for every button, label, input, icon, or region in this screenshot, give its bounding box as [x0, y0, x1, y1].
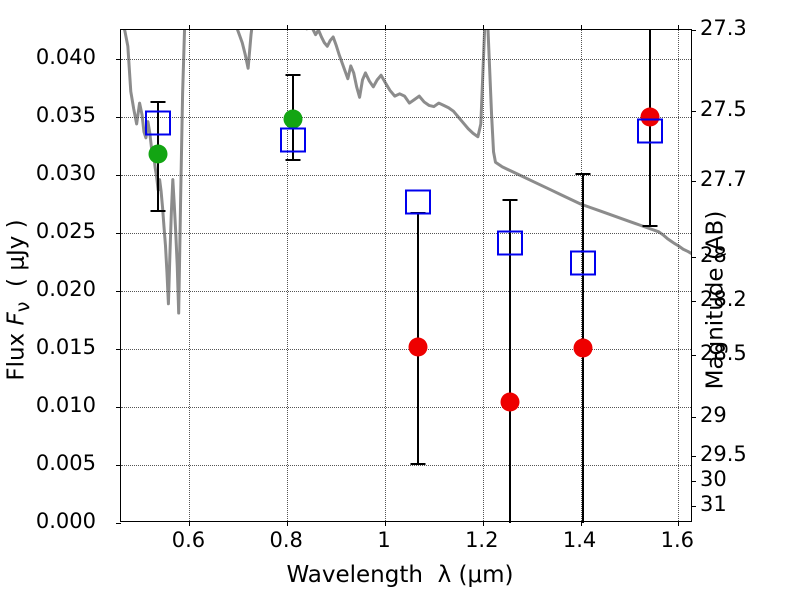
error-bar-cap-lower	[285, 159, 301, 162]
y-axis-tick	[116, 291, 121, 292]
error-bar-cap-lower	[410, 463, 426, 465]
data-point-open-square	[145, 110, 172, 136]
x-axis-tick	[482, 25, 484, 30]
data-point-open-square	[636, 118, 663, 144]
y-axis-tick	[116, 175, 121, 176]
y-axis-tick	[116, 117, 121, 118]
x-axis-tick	[385, 25, 386, 30]
y2-axis-tick	[691, 180, 696, 182]
y-axis-tick-label: 0.000	[35, 509, 96, 533]
x-axis-tick	[580, 25, 582, 30]
y-gridline	[121, 117, 691, 118]
y2-axis-tick	[691, 354, 696, 356]
y-axis-tick	[116, 233, 121, 234]
y2-axis-tick	[691, 30, 696, 31]
x-gridline	[482, 30, 484, 521]
y-axis-tick-label: 0.030	[35, 161, 96, 185]
y-axis-tick	[116, 523, 121, 524]
data-point-open-square	[497, 230, 524, 256]
y-gridline	[121, 233, 691, 234]
y2-axis-tick	[691, 257, 696, 259]
data-point-filled-circle	[408, 337, 428, 357]
error-bar-cap-upper	[575, 172, 591, 175]
data-point-open-square	[405, 189, 432, 215]
x-gridline	[287, 30, 289, 521]
y-axis-tick	[116, 465, 121, 466]
x-gridline	[678, 30, 680, 521]
y2-axis-tick-label: 27.3	[700, 16, 747, 40]
y2-axis-tick	[691, 506, 696, 508]
y-axis-tick-label: 0.025	[35, 219, 96, 243]
y-axis-tick-label: 0.035	[35, 103, 96, 127]
data-point-filled-circle	[640, 107, 660, 127]
y-axis-tick-label: 0.020	[35, 277, 96, 301]
y2-axis-tick-label: 27.7	[700, 166, 747, 191]
y-axis-title: Flux Fν ( μJy )	[3, 219, 34, 381]
y-gridline	[121, 291, 691, 292]
x-gridline	[189, 30, 191, 521]
y2-axis-tick-label: 27.5	[700, 97, 747, 122]
error-bar-cap-lower	[150, 210, 166, 213]
y2-axis-tick	[691, 111, 696, 113]
x-axis-tick	[482, 521, 484, 526]
y2-axis-tick	[691, 456, 696, 458]
x-axis-tick	[189, 521, 191, 526]
x-axis-tick	[678, 25, 680, 30]
data-point-filled-circle	[573, 338, 593, 358]
y-axis-tick-label: 0.010	[35, 393, 96, 417]
y-gridline	[121, 465, 691, 466]
x-axis-tick-label: 0.6	[171, 528, 206, 552]
y2-axis-tick	[691, 301, 696, 303]
plot-area	[116, 25, 696, 526]
y2-axis-tick	[691, 417, 696, 419]
x-axis-tick-label: 1.6	[660, 528, 695, 552]
model-spectrum-line	[121, 30, 691, 521]
y-gridline	[121, 349, 691, 350]
data-point-open-square	[570, 250, 596, 276]
error-bar-cap-upper	[150, 100, 166, 103]
y2-axis-tick-label: 28.5	[700, 340, 747, 365]
x-axis-tick	[189, 25, 191, 30]
x-axis-tick	[580, 521, 582, 526]
error-bar	[648, 30, 651, 228]
x-axis-tick	[287, 25, 289, 30]
y2-axis-tick-label: 29	[700, 403, 727, 428]
x-axis-title: Wavelength λ (μm)	[286, 562, 514, 588]
error-bar-cap-upper	[502, 199, 518, 202]
y-axis-tick-label: 0.015	[35, 335, 96, 359]
y-axis-tick	[116, 59, 121, 60]
data-point-filled-circle	[283, 109, 303, 129]
y-gridline	[121, 407, 691, 408]
error-bar	[509, 199, 512, 523]
y2-axis-tick-label: 29.5	[700, 442, 747, 467]
x-axis-tick-label: 1	[377, 528, 391, 552]
data-point-open-square	[279, 127, 306, 153]
data-point-filled-circle	[148, 144, 168, 164]
x-axis-tick-label: 1.2	[465, 528, 499, 552]
x-gridline	[385, 30, 386, 521]
y2-axis-tick	[691, 480, 696, 482]
x-axis-tick	[385, 521, 386, 526]
error-bar-cap-upper	[285, 74, 301, 77]
x-axis-tick-label: 1.4	[562, 528, 597, 552]
data-point-filled-circle	[500, 392, 520, 412]
x-axis-tick	[678, 521, 680, 526]
y2-axis-tick-label: 30	[700, 466, 727, 491]
x-axis-tick-label: 0.8	[269, 528, 303, 552]
y-axis-tick	[116, 349, 121, 350]
y2-axis-tick-label: 31	[700, 492, 727, 517]
y-axis-tick	[116, 407, 121, 408]
y-gridline	[121, 59, 691, 60]
y2-axis-tick-label: 28	[700, 243, 727, 268]
x-axis-tick	[287, 521, 289, 526]
error-bar-cap-lower	[642, 225, 658, 228]
y-axis-tick-label: 0.005	[35, 451, 96, 475]
y-axis-tick-label: 0.040	[35, 45, 96, 69]
y2-axis-tick-label: 28.2	[700, 287, 747, 312]
y-gridline	[121, 175, 691, 176]
